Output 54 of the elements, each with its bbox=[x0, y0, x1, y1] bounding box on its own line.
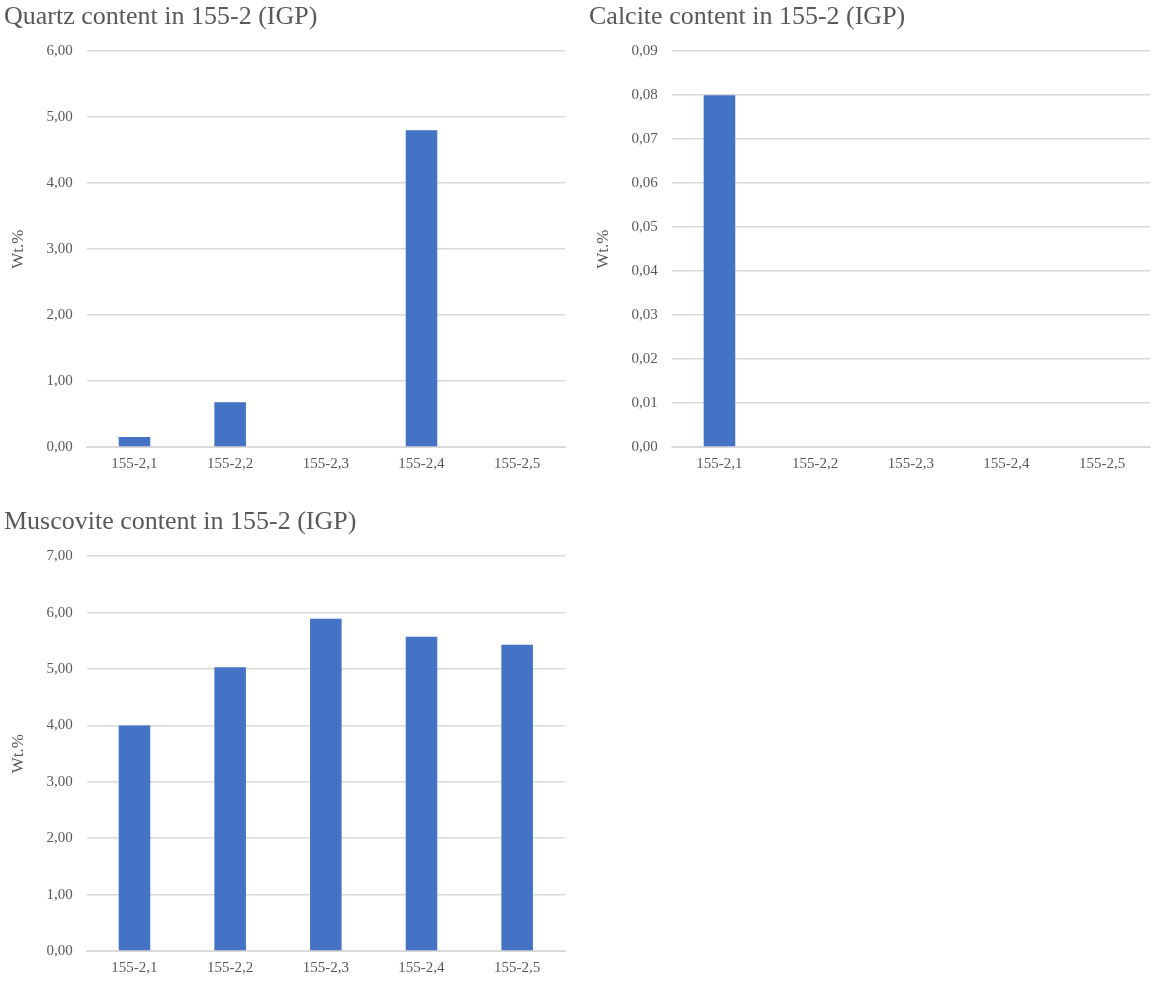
y-axis-title: Wt.% bbox=[7, 229, 27, 269]
x-tick-label: 155-2,4 bbox=[398, 454, 446, 471]
bar bbox=[118, 437, 151, 447]
y-tick-label: 4,00 bbox=[46, 716, 73, 733]
x-tick-label: 155-2,4 bbox=[398, 958, 446, 975]
x-tick-label: 155-2,5 bbox=[494, 958, 541, 975]
y-tick-label: 1,00 bbox=[46, 885, 73, 902]
y-tick-label: 0,01 bbox=[631, 393, 658, 410]
x-tick-label: 155-2,1 bbox=[111, 454, 158, 471]
x-tick-label: 155-2,1 bbox=[696, 454, 743, 471]
y-tick-label: 3,00 bbox=[46, 772, 73, 789]
y-axis-title: Wt.% bbox=[7, 734, 27, 774]
y-tick-label: 2,00 bbox=[46, 306, 73, 322]
y-tick-label: 0,08 bbox=[631, 86, 658, 103]
x-tick-label: 155-2,1 bbox=[111, 958, 158, 975]
y-tick-label: 5,00 bbox=[46, 659, 73, 676]
y-tick-label: 2,00 bbox=[46, 829, 73, 846]
y-tick-label: 0,00 bbox=[631, 437, 658, 454]
bar bbox=[405, 130, 438, 447]
x-tick-label: 155-2,5 bbox=[494, 454, 541, 471]
bar bbox=[501, 644, 533, 951]
y-tick-label: 4,00 bbox=[46, 174, 73, 191]
y-tick-label: 0,07 bbox=[631, 130, 659, 147]
y-tick-label: 0,03 bbox=[631, 306, 658, 322]
y-tick-label: 0,05 bbox=[631, 218, 658, 235]
x-tick-label: 155-2,5 bbox=[1079, 454, 1126, 471]
y-tick-label: 0,00 bbox=[46, 437, 73, 454]
y-tick-label: 0,04 bbox=[631, 262, 659, 279]
y-tick-label: 1,00 bbox=[46, 371, 73, 388]
bar bbox=[405, 636, 438, 951]
x-tick-label: 155-2,2 bbox=[207, 454, 254, 471]
y-tick-label: 0,02 bbox=[631, 349, 658, 366]
x-tick-label: 155-2,2 bbox=[792, 454, 839, 471]
bar bbox=[214, 667, 246, 951]
y-tick-label: 0,09 bbox=[631, 42, 658, 59]
x-tick-label: 155-2,3 bbox=[302, 454, 349, 471]
y-tick-label: 0,06 bbox=[631, 174, 659, 191]
y-tick-label: 0,00 bbox=[46, 941, 73, 958]
x-tick-label: 155-2,3 bbox=[302, 958, 349, 975]
x-tick-label: 155-2,3 bbox=[887, 454, 934, 471]
x-tick-label: 155-2,2 bbox=[207, 958, 254, 975]
bar bbox=[310, 618, 342, 951]
bar bbox=[118, 725, 151, 951]
y-tick-label: 5,00 bbox=[46, 108, 73, 125]
y-tick-label: 7,00 bbox=[46, 547, 73, 564]
chart-title: Quartz content in 155-2 (IGP) bbox=[4, 1, 318, 31]
x-tick-label: 155-2,4 bbox=[983, 454, 1031, 471]
y-tick-label: 6,00 bbox=[46, 603, 73, 620]
y-tick-label: 3,00 bbox=[46, 240, 73, 257]
y-tick-label: 6,00 bbox=[46, 42, 73, 59]
chart-title: Muscovite content in 155-2 (IGP) bbox=[4, 506, 357, 536]
bar bbox=[214, 402, 246, 447]
y-axis-title: Wt.% bbox=[592, 229, 612, 269]
chart-title: Calcite content in 155-2 (IGP) bbox=[589, 1, 906, 31]
